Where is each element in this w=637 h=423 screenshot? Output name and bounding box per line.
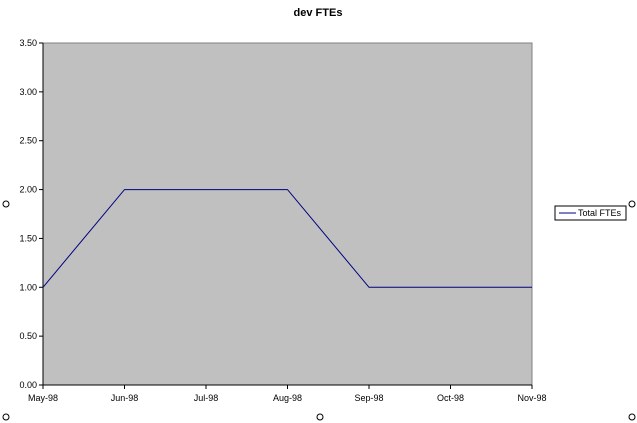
x-tick-label: Jul-98 (194, 393, 219, 403)
chart-title: dev FTEs (294, 7, 343, 19)
legend-box (554, 205, 627, 221)
selection-handle[interactable] (628, 200, 636, 208)
y-axis: 0.00 0.50 1.00 1.50 2.00 2.50 3.00 3.50 (19, 38, 44, 390)
x-tick-label: Sep-98 (354, 393, 383, 403)
y-tick-label: 1.00 (19, 282, 37, 292)
selection-handle[interactable] (628, 413, 636, 421)
legend: Total FTEs (554, 205, 627, 221)
y-tick-label: 0.00 (19, 380, 37, 390)
x-axis: May-98 Jun-98 Jul-98 Aug-98 Sep-98 Oct-98 Nov-… (28, 384, 547, 403)
selection-handle[interactable] (2, 200, 10, 208)
x-tick-label: Aug-98 (273, 393, 302, 403)
legend-label: Total FTEs (578, 208, 622, 218)
y-tick-label: 0.50 (19, 331, 37, 341)
x-tick-label: Jun-98 (111, 393, 139, 403)
plot-area (42, 42, 533, 386)
x-tick-label: Nov-98 (517, 393, 546, 403)
series-line-total-ftes (42, 189, 532, 288)
selection-handle[interactable] (2, 413, 10, 421)
selection-handle[interactable] (316, 413, 324, 421)
selection-handles (2, 200, 636, 421)
x-tick-label: Oct-98 (437, 393, 464, 403)
y-tick-label: 1.50 (19, 233, 37, 243)
y-tick-label: 3.50 (19, 38, 37, 48)
x-tick-label: May-98 (28, 393, 58, 403)
y-tick-label: 3.00 (19, 87, 37, 97)
y-tick-label: 2.00 (19, 185, 37, 195)
y-tick-label: 2.50 (19, 136, 37, 146)
